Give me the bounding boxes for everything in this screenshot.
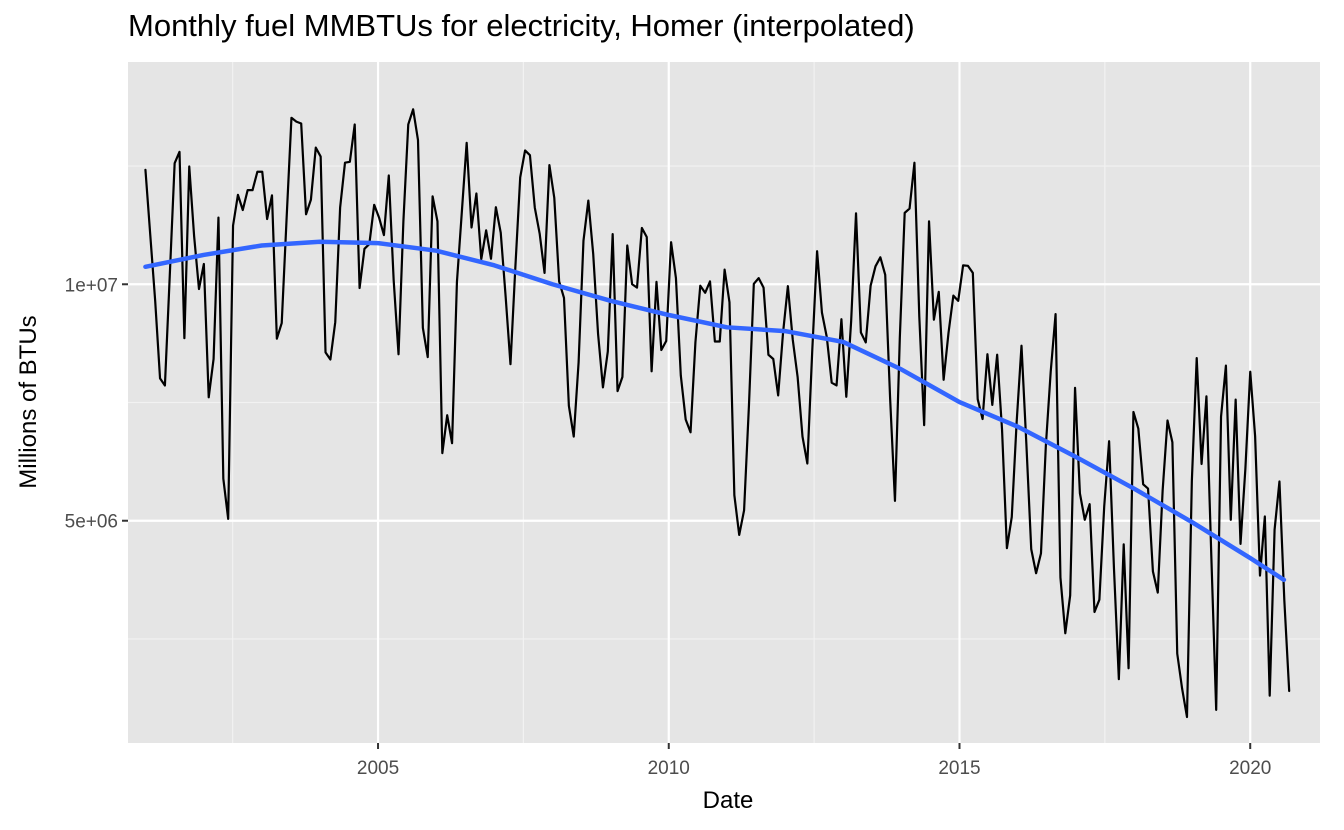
y-tick-label: 1e+07 [65, 275, 118, 296]
smooth-trend-line [143, 239, 1287, 583]
y-axis-title: Millions of BTUs [15, 315, 42, 488]
chart-title: Monthly fuel MMBTUs for electricity, Hom… [128, 8, 915, 43]
major-gridlines [128, 62, 1320, 743]
monthly-data-line [144, 108, 1291, 719]
minor-gridlines [128, 62, 1320, 743]
series-layer [143, 108, 1291, 719]
x-axis: 2005 2010 2015 2020 [357, 743, 1271, 779]
y-tick-label: 5e+06 [65, 512, 118, 533]
x-tick-label: 2015 [938, 758, 980, 779]
y-axis: 5e+06 1e+07 [65, 275, 128, 533]
x-tick-label: 2010 [648, 758, 690, 779]
x-tick-label: 2005 [357, 758, 399, 779]
x-tick-label: 2020 [1229, 758, 1271, 779]
x-axis-title: Date [703, 787, 754, 814]
